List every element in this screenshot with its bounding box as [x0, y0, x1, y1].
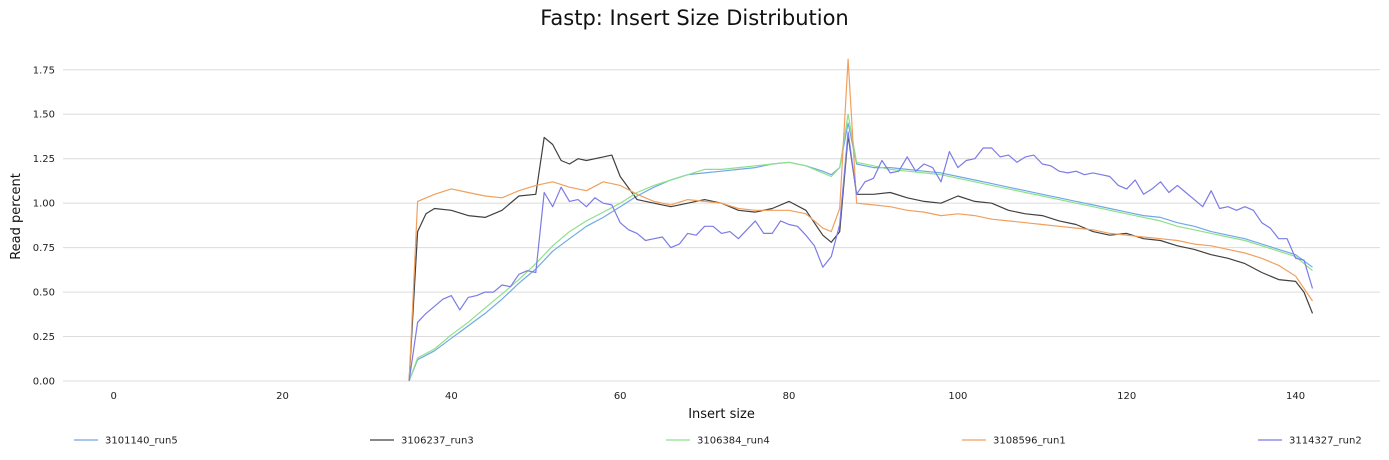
series-line-3106237_run3 [408, 135, 1314, 382]
y-tick-label: 0.75 [33, 243, 55, 254]
legend-item: 3101140_run5 [74, 436, 178, 447]
series-line-3108596_run1 [408, 58, 1313, 382]
legend-item: 3106237_run3 [370, 436, 474, 447]
legend-label: 3106237_run3 [401, 436, 474, 447]
legend-label: 3114327_run2 [1289, 436, 1362, 447]
x-tick-label: 20 [276, 391, 289, 402]
legend-item: 3106384_run4 [666, 436, 770, 447]
x-tick-label: 100 [948, 391, 967, 402]
x-tick-label: 40 [445, 391, 458, 402]
series-line-3114327_run2 [408, 131, 1314, 382]
series-line-3101140_run5 [408, 122, 1313, 382]
legend-label: 3106384_run4 [697, 436, 770, 447]
tick-layer: 0.00 0.25 0.50 0.75 1.00 1.25 1.50 1.75 0 20 40 60 8… [33, 65, 1305, 402]
series-line-3106384_run4 [408, 113, 1313, 382]
y-tick-label: 0.25 [33, 332, 55, 343]
x-tick-label: 140 [1286, 391, 1305, 402]
y-tick-label: 1.75 [33, 65, 55, 76]
x-tick-label: 60 [614, 391, 627, 402]
legend-item: 3114327_run2 [1258, 436, 1362, 447]
legend: 3101140_run5 3106237_run3 3106384_run4 3108… [74, 436, 1362, 447]
y-tick-label: 0.00 [33, 377, 55, 388]
y-tick-label: 1.00 [33, 199, 55, 210]
x-tick-label: 120 [1117, 391, 1136, 402]
series-layer [408, 58, 1314, 382]
y-axis-label: Read percent [9, 173, 24, 260]
grid-layer [63, 69, 1380, 382]
x-axis-label: Insert size [688, 407, 755, 422]
legend-label: 3101140_run5 [105, 436, 178, 447]
y-tick-label: 1.25 [33, 154, 55, 165]
x-tick-label: 80 [783, 391, 796, 402]
legend-item: 3108596_run1 [962, 436, 1066, 447]
y-tick-label: 1.50 [33, 110, 55, 121]
chart-title: Fastp: Insert Size Distribution [540, 6, 849, 30]
legend-label: 3108596_run1 [993, 436, 1066, 447]
x-tick-label: 0 [110, 391, 116, 402]
y-tick-label: 0.50 [33, 288, 55, 299]
